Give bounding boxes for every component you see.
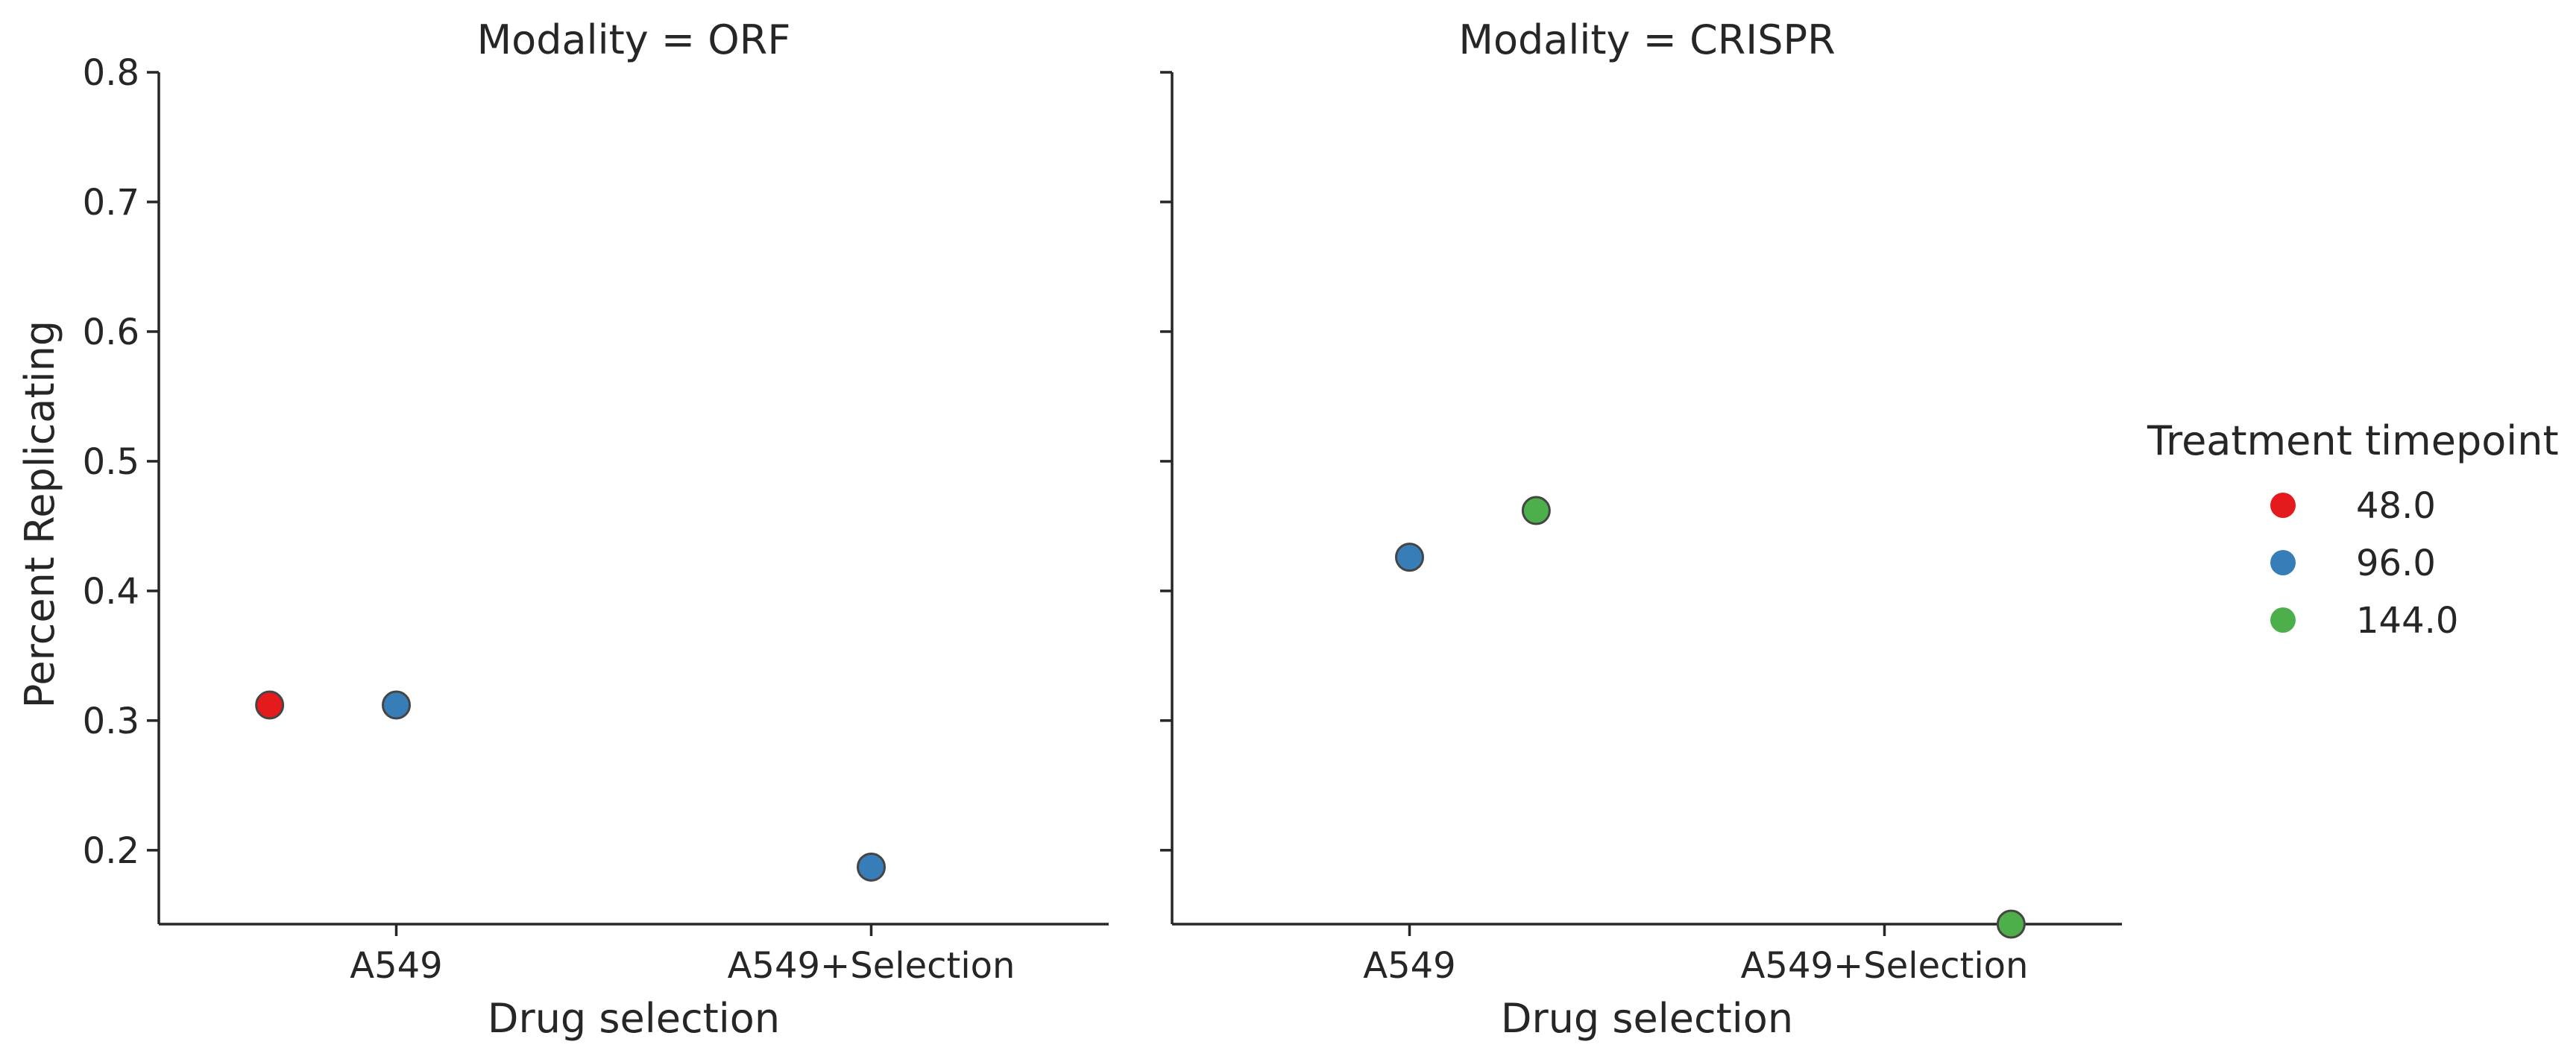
data-point bbox=[255, 690, 285, 720]
data-point bbox=[857, 852, 886, 882]
panel-title: Modality = ORF bbox=[477, 16, 791, 63]
legend-title: Treatment timepoint bbox=[2147, 417, 2559, 464]
legend-label: 48.0 bbox=[2356, 485, 2436, 527]
y-tick-label: 0.5 bbox=[83, 441, 139, 483]
x-tick-label: A549 bbox=[1363, 945, 1455, 987]
legend-label: 96.0 bbox=[2356, 543, 2436, 584]
y-tick-label: 0.4 bbox=[83, 571, 139, 613]
legend: Treatment timepoint 48.0 96.0 144.0 bbox=[2147, 417, 2559, 642]
x-axis-label: Drug selection bbox=[488, 995, 780, 1042]
y-tick-label: 0.3 bbox=[83, 701, 139, 742]
y-tick-label: 0.6 bbox=[83, 312, 139, 353]
x-tick-label: A549+Selection bbox=[1741, 945, 2029, 987]
x-tick-label: A549 bbox=[350, 945, 442, 987]
y-tick-label: 0.7 bbox=[83, 182, 139, 224]
y-axis-label: Percent Replicating bbox=[16, 320, 63, 708]
legend-label: 144.0 bbox=[2356, 600, 2458, 642]
panel-title: Modality = CRISPR bbox=[1458, 16, 1835, 63]
data-point bbox=[1521, 496, 1551, 525]
x-axis-label: Drug selection bbox=[1501, 995, 1793, 1042]
legend-marker bbox=[2270, 550, 2296, 575]
y-tick-label: 0.8 bbox=[83, 52, 139, 94]
legend-marker bbox=[2270, 493, 2296, 518]
y-tick-label: 0.2 bbox=[83, 830, 139, 872]
data-point bbox=[1395, 543, 1424, 572]
panel-crispr: A549 A549+Selection Drug selection Modality… bbox=[1160, 16, 2122, 1042]
panel-orf: 0.2 0.3 0.4 0.5 0.6 0.7 0.8 A549 A549+Selection D… bbox=[83, 16, 1109, 1042]
data-point bbox=[382, 690, 411, 720]
legend-marker bbox=[2270, 607, 2296, 633]
data-point bbox=[1996, 909, 2026, 939]
x-tick-label: A549+Selection bbox=[728, 945, 1015, 987]
